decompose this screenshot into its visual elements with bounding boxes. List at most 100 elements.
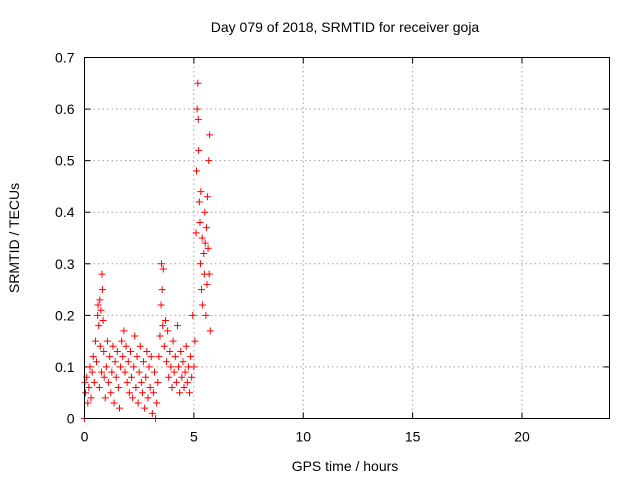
data-point (176, 389, 184, 397)
data-point (88, 368, 96, 376)
data-point (204, 244, 212, 252)
grid-lines (84, 57, 610, 419)
data-point (117, 363, 125, 371)
data-point (165, 373, 173, 381)
data-point (133, 353, 141, 361)
y-tick-label: 0.1 (55, 359, 75, 375)
data-point (181, 368, 189, 376)
y-tick-label: 0.4 (55, 204, 75, 220)
data-point (170, 368, 178, 376)
data-point (142, 373, 150, 381)
data-point (145, 363, 153, 371)
data-point (89, 353, 97, 361)
data-point (140, 358, 148, 366)
data-point (157, 301, 165, 309)
data-point (134, 399, 142, 407)
data-point (198, 234, 206, 242)
data-point (158, 260, 165, 268)
plot-frame (84, 57, 610, 419)
data-point (94, 301, 102, 309)
data-point (137, 378, 145, 386)
data-points (81, 79, 214, 422)
data-point (201, 239, 209, 247)
data-point (146, 384, 154, 392)
data-point (169, 337, 177, 345)
data-point (194, 115, 202, 123)
data-point (141, 404, 149, 412)
data-point (159, 322, 167, 330)
data-point (103, 337, 111, 345)
data-point (186, 389, 193, 397)
x-tick-label: 15 (405, 429, 421, 445)
data-point (203, 280, 211, 288)
data-point (122, 342, 130, 350)
data-point (158, 286, 166, 294)
data-point (183, 378, 191, 386)
data-point (86, 363, 94, 371)
data-point (206, 327, 214, 335)
data-point (97, 306, 105, 314)
data-point (100, 373, 108, 381)
data-point (156, 332, 164, 340)
data-point (179, 358, 187, 366)
data-point (118, 337, 126, 345)
data-point (155, 353, 163, 361)
data-point (136, 342, 144, 350)
y-tick-label: 0.2 (55, 307, 75, 323)
data-point (120, 327, 128, 335)
data-point (188, 373, 196, 381)
data-point (182, 342, 190, 350)
data-point (85, 384, 93, 392)
data-point (95, 322, 103, 330)
data-point (160, 342, 168, 350)
x-tick-label: 10 (295, 429, 311, 445)
data-point (195, 198, 203, 206)
data-point (121, 368, 129, 376)
data-point (164, 327, 172, 335)
data-point (178, 373, 186, 381)
data-point (96, 296, 104, 304)
data-point (151, 368, 158, 376)
data-point (197, 188, 205, 196)
data-point (93, 358, 101, 366)
data-point (202, 311, 210, 319)
data-point (149, 389, 157, 397)
data-point (102, 363, 110, 371)
data-point (196, 260, 204, 268)
data-point (114, 384, 122, 392)
data-point (128, 373, 136, 381)
data-point (135, 368, 143, 376)
tick-labels: 0 5 10 15 20 0 0.1 0.2 0.3 0.4 0.5 0.6 0.7 (55, 50, 530, 445)
data-point (191, 337, 199, 345)
data-point (205, 270, 213, 278)
data-point (193, 105, 201, 113)
data-point (90, 378, 98, 386)
data-point (112, 373, 120, 381)
data-point (195, 146, 203, 154)
data-point (192, 229, 200, 237)
data-point (132, 384, 140, 392)
x-tick-label: 0 (81, 429, 89, 445)
data-point (144, 394, 152, 402)
data-point (198, 286, 206, 294)
data-point (91, 337, 99, 345)
data-point (126, 347, 134, 355)
data-point (87, 394, 95, 402)
y-tick-label: 0.7 (55, 50, 75, 66)
data-point (199, 301, 207, 309)
data-point (96, 342, 104, 350)
data-point (161, 317, 169, 325)
data-point (196, 219, 204, 227)
data-point (123, 378, 131, 386)
data-point (201, 208, 209, 216)
data-point (194, 79, 202, 87)
data-point (111, 358, 119, 366)
data-point (206, 131, 214, 139)
data-point (98, 368, 106, 376)
data-point (124, 358, 132, 366)
data-point (177, 347, 185, 355)
data-point (101, 394, 109, 402)
data-point (116, 404, 123, 412)
